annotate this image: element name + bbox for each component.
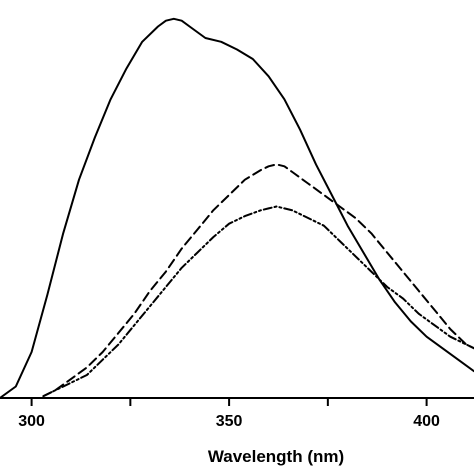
x-axis-ticks: 300 350 400 <box>18 398 440 430</box>
x-tick-label-400: 400 <box>413 413 440 430</box>
x-tick-label-300: 300 <box>18 413 45 430</box>
x-tick-label-350: 350 <box>216 413 243 430</box>
series-line-2 <box>42 163 474 398</box>
series-line-3 <box>42 205 474 398</box>
series-line-1 <box>0 17 474 399</box>
plot-area <box>0 17 474 399</box>
x-axis-title: Wavelength (nm) <box>208 447 344 466</box>
